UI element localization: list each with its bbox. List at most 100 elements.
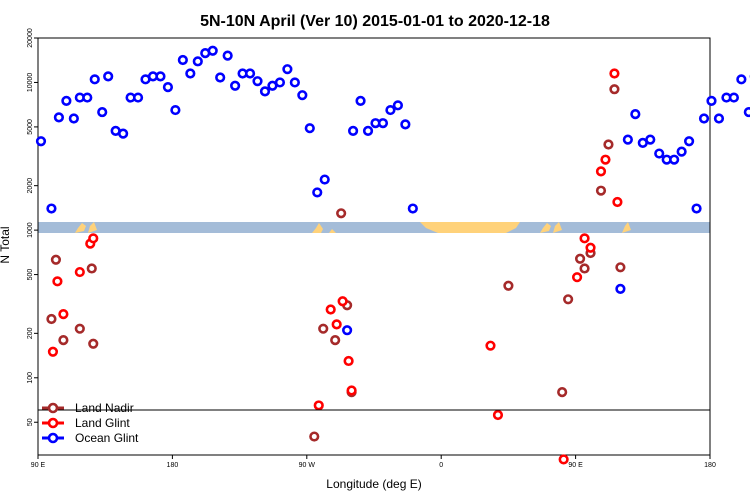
y-axis-label: N Total	[0, 226, 12, 263]
point-ocean-glint	[192, 56, 203, 67]
point-land-nadir	[88, 338, 99, 349]
point-ocean-glint	[207, 45, 218, 56]
point-land-nadir	[615, 262, 626, 273]
legend-item-land-glint: Land Glint	[42, 416, 130, 430]
point-land-nadir	[595, 185, 607, 196]
y-tick-label: 2000	[27, 178, 34, 194]
point-ocean-glint	[177, 54, 188, 66]
point-land-nadir	[74, 323, 85, 334]
point-land-glint	[600, 154, 611, 165]
point-ocean-glint	[289, 77, 300, 88]
point-land-glint	[325, 304, 336, 315]
land-patch-1	[75, 223, 86, 233]
point-land-glint	[595, 166, 607, 177]
point-land-nadir	[609, 84, 620, 95]
point-ocean-glint	[736, 74, 747, 85]
point-ocean-glint	[728, 92, 739, 103]
point-ocean-glint	[683, 136, 695, 147]
legend-label-land-nadir: Land Nadir	[75, 401, 134, 415]
point-ocean-glint	[392, 100, 403, 111]
point-ocean-glint	[645, 134, 656, 145]
legend-label-ocean-glint: Ocean Glint	[75, 431, 139, 445]
point-land-nadir	[86, 263, 97, 274]
point-land-glint	[609, 68, 620, 79]
point-land-nadir	[574, 253, 586, 264]
point-ocean-glint	[622, 134, 633, 145]
x-axis-label: Longitude (deg E)	[326, 477, 421, 491]
point-ocean-glint	[97, 106, 108, 118]
point-ocean-glint	[615, 283, 626, 294]
point-land-nadir	[309, 431, 320, 442]
point-ocean-glint	[297, 90, 308, 101]
point-land-nadir	[603, 139, 614, 150]
land-patch-5	[420, 222, 520, 233]
land-patch-3	[312, 223, 323, 233]
x-tick-label: 90 E	[31, 462, 46, 469]
point-land-nadir	[557, 386, 568, 398]
point-ocean-glint	[355, 95, 366, 107]
point-land-glint	[58, 308, 69, 320]
point-ocean-glint	[691, 203, 702, 214]
point-ocean-glint	[155, 71, 166, 82]
ocean-band	[38, 222, 710, 233]
point-land-nadir	[50, 254, 62, 265]
point-ocean-glint	[669, 154, 680, 165]
point-ocean-glint	[82, 92, 93, 103]
y-tick-label: 1000	[27, 222, 34, 238]
x-tick-label: 90 E	[568, 462, 583, 469]
land-patch-4	[329, 229, 336, 233]
y-tick-label: 5000	[27, 119, 34, 135]
point-ocean-glint	[407, 203, 418, 214]
axes: 50 100 200 500 1000 2000 5000 10000 20000 90 E 180…	[27, 28, 716, 469]
y-tick-label: 50	[27, 418, 34, 426]
point-land-glint	[88, 233, 99, 244]
land-patch-8	[622, 222, 631, 233]
point-land-glint	[52, 276, 63, 287]
point-land-glint	[579, 233, 590, 244]
point-ocean-glint	[230, 80, 241, 91]
point-ocean-glint	[89, 74, 100, 85]
point-land-glint	[485, 340, 496, 351]
x-tick-label: 0	[439, 462, 443, 469]
x-tick-label: 180	[704, 462, 716, 469]
legend-item-land-nadir: Land Nadir	[42, 401, 134, 415]
land-patch-7	[553, 222, 562, 233]
point-ocean-glint	[61, 95, 72, 107]
point-ocean-glint	[222, 50, 233, 61]
point-land-nadir	[46, 313, 57, 325]
point-ocean-glint	[385, 104, 396, 116]
x-tick-label: 180	[167, 462, 179, 469]
point-ocean-glint	[706, 95, 717, 107]
point-ocean-glint	[312, 187, 323, 198]
point-ocean-glint	[698, 113, 710, 124]
point-ocean-glint	[654, 148, 665, 159]
point-land-glint	[612, 196, 623, 208]
point-land-nadir	[563, 294, 574, 305]
point-ocean-glint	[215, 72, 226, 83]
point-land-nadir	[318, 323, 329, 334]
point-ocean-glint	[162, 82, 174, 93]
point-ocean-glint	[713, 113, 725, 124]
plot-frame	[37, 37, 711, 456]
legend: Land Nadir Land Glint Ocean Glint	[42, 401, 139, 445]
point-land-glint	[571, 272, 583, 283]
point-ocean-glint	[743, 106, 750, 118]
point-ocean-glint	[400, 119, 411, 130]
point-land-glint	[331, 319, 342, 330]
point-land-glint	[313, 400, 324, 411]
point-ocean-glint	[342, 325, 353, 336]
point-ocean-glint	[319, 174, 330, 185]
point-land-glint	[74, 266, 85, 278]
point-land-glint	[47, 346, 59, 357]
point-land-nadir	[58, 334, 69, 346]
y-tick-label: 10000	[27, 73, 34, 93]
point-land-glint	[343, 355, 354, 367]
point-ocean-glint	[282, 64, 293, 75]
land-patch-6	[540, 223, 551, 233]
point-land-nadir	[579, 263, 590, 274]
point-ocean-glint	[304, 123, 315, 134]
point-land-nadir	[330, 334, 341, 346]
point-ocean-glint	[185, 68, 196, 79]
point-ocean-glint	[259, 86, 271, 97]
point-land-glint	[346, 385, 357, 396]
